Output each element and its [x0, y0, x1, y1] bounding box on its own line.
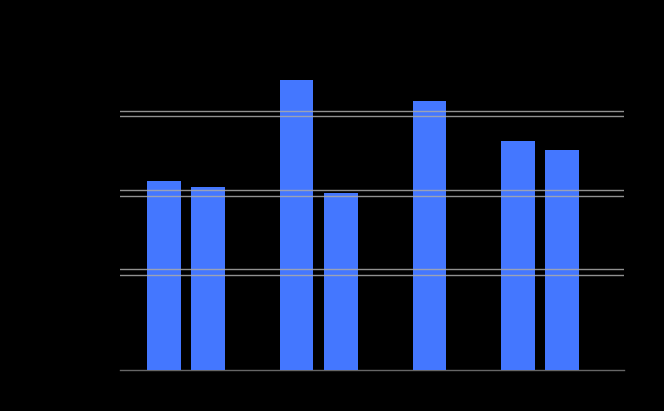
- Bar: [501, 141, 535, 370]
- Bar: [280, 80, 313, 370]
- Bar: [545, 150, 579, 370]
- Bar: [412, 101, 446, 370]
- Bar: [147, 180, 181, 370]
- Bar: [191, 187, 225, 370]
- Bar: [324, 193, 358, 370]
